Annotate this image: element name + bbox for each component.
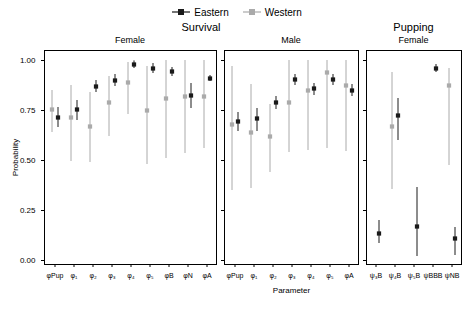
svg-text:φPup: φPup [47,272,64,280]
svg-text:ψ₅B: ψ₅B [408,272,421,280]
html-text:Eastern: Eastern [194,6,229,18]
svg-text:φB: φB [164,272,174,280]
svg-text:φ₁: φ₁ [251,272,259,280]
svg-text:0.25: 0.25 [20,206,36,215]
html-text:Male: Male [281,35,301,45]
svg-text:ψ₄B: ψ₄B [389,272,402,280]
svg-text:0.75: 0.75 [20,106,36,115]
svg-text:φ₁: φ₁ [71,272,79,280]
svg-text:0.50: 0.50 [20,156,36,165]
html-text:Pupping: Pupping [393,21,434,33]
svg-text:φ₃: φ₃ [288,272,296,280]
svg-text:ψ₃B: ψ₃B [370,272,383,280]
svg-text:φ₃: φ₃ [108,272,116,280]
svg-text:Probability: Probability [11,139,20,176]
svg-text:φ₅: φ₅ [326,272,334,280]
svg-text:Parameter: Parameter [273,286,311,295]
svg-text:φ₅: φ₅ [146,272,154,280]
svg-text:φ₂: φ₂ [89,272,97,280]
svg-text:φA: φA [344,272,354,280]
html-text:Female: Female [115,35,145,45]
html-text:Western: Western [264,6,302,18]
svg-text:φN: φN [183,272,193,280]
svg-text:φPup: φPup [227,272,244,280]
svg-text:φA: φA [202,272,212,280]
html-text:Female: Female [398,35,429,45]
svg-text:0.00: 0.00 [20,256,36,265]
svg-text:φ₂: φ₂ [269,272,277,280]
html-text:Survival: Survival [181,21,221,33]
svg-text:ψBBB: ψBBB [424,272,443,280]
svg-text:φ₄: φ₄ [127,272,135,280]
svg-text:ψNB: ψNB [445,272,460,280]
svg-text:φ₄: φ₄ [307,272,315,280]
svg-text:1.00: 1.00 [20,56,36,65]
